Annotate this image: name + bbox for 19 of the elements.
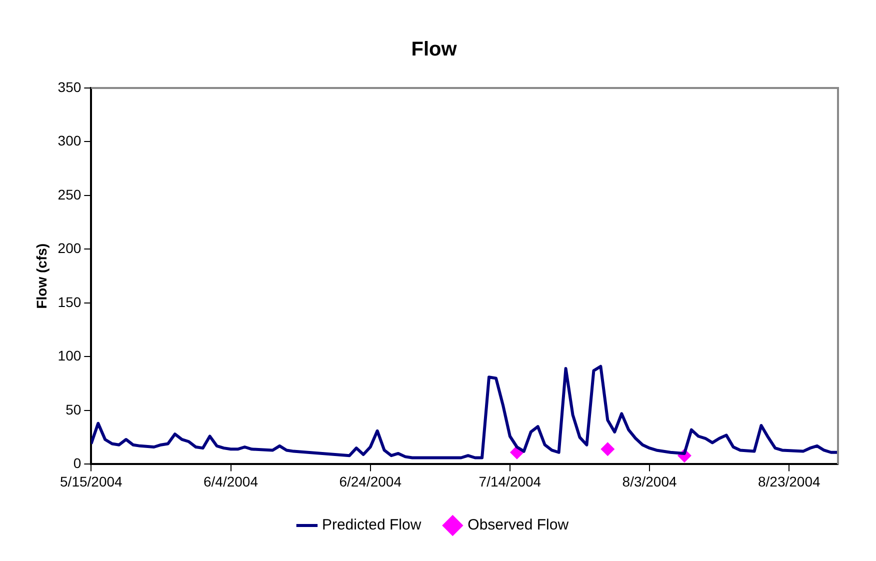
legend-label: Predicted Flow xyxy=(322,516,422,534)
y-tick-label: 250 xyxy=(58,186,82,202)
point xyxy=(600,442,615,456)
x-tick-label: 7/14/2004 xyxy=(478,473,542,490)
y-axis-title: Flow (cfs) xyxy=(33,243,50,309)
y-tick-label: 100 xyxy=(58,348,82,364)
y-tick-label: 150 xyxy=(58,294,82,310)
y-tick-label: 0 xyxy=(73,455,82,472)
y-tick-label: 350 xyxy=(58,78,82,95)
x-tick-label: 6/4/2004 xyxy=(204,473,258,490)
y-tick-label: 300 xyxy=(58,132,82,149)
y-tick-label: 200 xyxy=(58,240,82,256)
x-tick-label: 6/24/2004 xyxy=(339,473,402,490)
x-tick-label: 8/23/2004 xyxy=(758,473,820,490)
y-tick-label: 50 xyxy=(66,401,82,418)
x-tick-label: 5/15/2004 xyxy=(60,473,123,490)
chart-title: Flow xyxy=(411,38,458,61)
legend-label: Observed Flow xyxy=(468,516,569,534)
x-tick-label: 8/3/2004 xyxy=(622,473,678,490)
